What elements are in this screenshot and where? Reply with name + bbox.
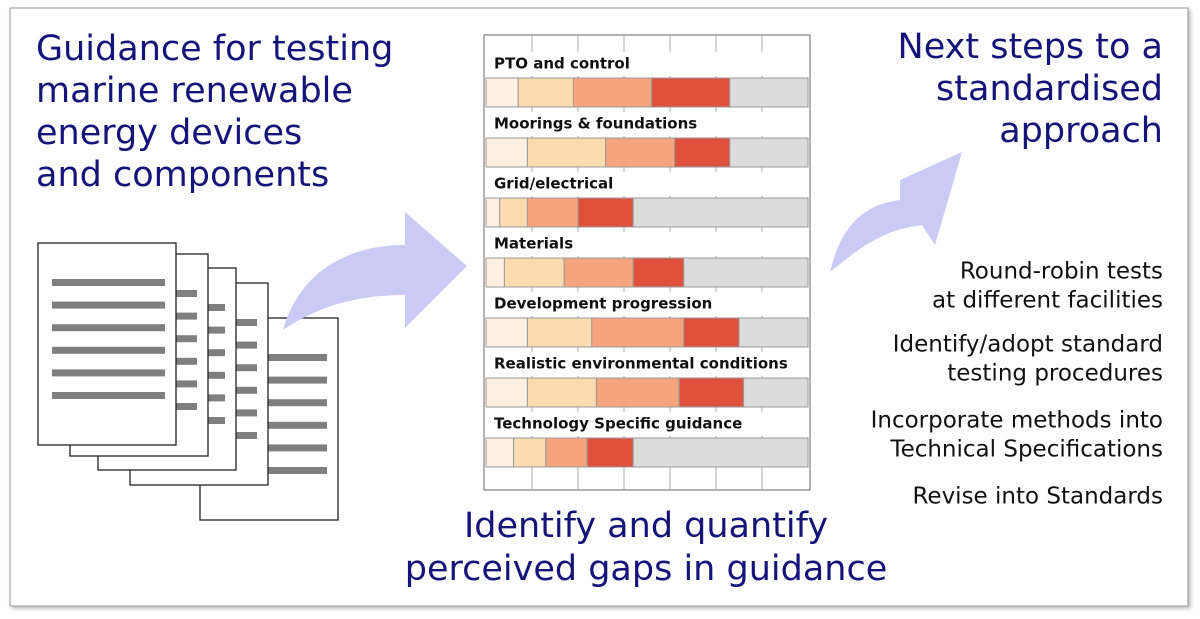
bar-segment [572, 77, 653, 108]
bar-segment [651, 77, 731, 108]
text-line [214, 376, 327, 384]
caption-line: perceived gaps in guidance [405, 549, 887, 589]
bar-segment [485, 317, 528, 348]
text-line [214, 467, 327, 474]
bar-segment [577, 197, 634, 228]
category-label: Development progression [494, 295, 712, 313]
bar-segment [632, 197, 809, 228]
page [37, 242, 177, 446]
text-line [52, 392, 165, 399]
bar-segment [632, 437, 809, 468]
bar-segment [683, 317, 740, 348]
bar-segment [513, 437, 547, 468]
text-line [52, 279, 165, 286]
bar-segment [503, 257, 565, 288]
step-line: Identify/adopt standard [893, 332, 1163, 358]
bar-segment [517, 77, 574, 108]
bar-segment [485, 437, 515, 468]
text-line [214, 421, 327, 429]
step-line: Round-robin tests [960, 259, 1163, 285]
label-bg [485, 52, 809, 76]
text-line [214, 354, 327, 361]
step-line: testing procedures [947, 361, 1163, 387]
text-line [52, 301, 165, 309]
documents-icon [37, 242, 339, 521]
bar-segment [485, 197, 501, 228]
bar-segment [526, 377, 597, 408]
bar-segment [674, 137, 731, 168]
gap-chart: PTO and control Moorings & foundations Gri… [483, 34, 811, 491]
bar-segment [678, 377, 745, 408]
bar-segment [563, 257, 634, 288]
heading-line: Guidance for testing [36, 29, 393, 69]
text-line [214, 444, 327, 452]
bar-segment [591, 317, 685, 348]
arrow [830, 152, 962, 272]
category-label: Grid/electrical [494, 175, 613, 193]
bar-segment [632, 257, 685, 288]
category-label: PTO and control [494, 55, 630, 73]
label-bg [485, 412, 809, 436]
bar-segment [545, 437, 588, 468]
label-bg [485, 112, 809, 136]
label-bg [485, 172, 809, 196]
bar-segment [729, 137, 809, 168]
label-bg [485, 292, 809, 316]
bar-segment [526, 197, 579, 228]
arrow [283, 212, 467, 330]
step-line: Revise into Standards [912, 484, 1163, 510]
category-label: Technology Specific guidance [494, 415, 742, 433]
category-label: Materials [494, 235, 573, 253]
bar-segment [683, 257, 809, 288]
bar-segment [485, 257, 505, 288]
bar-segment [499, 197, 528, 228]
heading-line: marine renewable [36, 71, 353, 111]
text-line [52, 369, 165, 377]
heading-line: standardised [936, 69, 1163, 109]
category-label: Moorings & foundations [494, 115, 697, 133]
heading-line: energy devices [36, 113, 302, 153]
caption-line: Identify and quantify [464, 506, 828, 546]
step-line: Technical Specifications [889, 437, 1163, 463]
bar-segment [586, 437, 634, 468]
bar-segment [485, 137, 528, 168]
text-line [214, 399, 327, 407]
bar-segment [526, 137, 607, 168]
bar-segment [485, 77, 519, 108]
step-line: Incorporate methods into [871, 408, 1163, 434]
bar-segment [526, 317, 593, 348]
heading-line: Next steps to a [898, 27, 1163, 67]
bar-segment [738, 317, 809, 348]
text-line [52, 324, 165, 332]
bar-segment [595, 377, 680, 408]
step-line: at different facilities [932, 288, 1163, 314]
heading-line: and components [36, 155, 329, 195]
heading-line: approach [999, 111, 1163, 151]
bar-segment [485, 377, 528, 408]
bar-segment [743, 377, 809, 408]
bar-segment [729, 77, 809, 108]
bar-segment [605, 137, 676, 168]
text-line [52, 346, 165, 354]
label-bg [485, 352, 809, 376]
category-label: Realistic environmental conditions [494, 355, 788, 373]
label-bg [485, 232, 809, 256]
